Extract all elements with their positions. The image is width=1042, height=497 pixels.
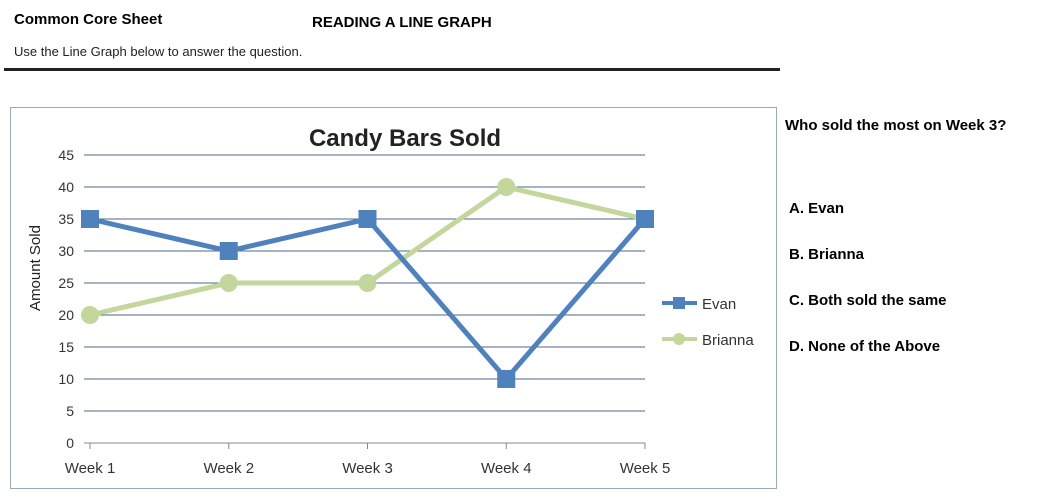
evan-point [636,210,654,228]
chart-title: Candy Bars Sold [309,125,501,152]
legend-marker [673,333,685,345]
evan-point [497,370,516,388]
evan-point [219,242,238,260]
y-tick-label: 40 [58,179,74,195]
y-tick-label: 0 [66,435,74,451]
x-tick-label: Week 1 [65,460,116,477]
y-tick-label: 10 [58,371,74,387]
y-tick-label: 15 [58,339,74,355]
evan-line [89,216,647,383]
legend-marker [673,297,685,309]
y-tick-label: 5 [66,403,74,419]
evan-point [81,210,99,228]
option-a[interactable]: A. Evan [789,200,845,217]
option-b[interactable]: B. Brianna [789,246,865,263]
worksheet-title: READING A LINE GRAPH [312,14,492,31]
option-d[interactable]: D. None of the Above [789,338,941,355]
evan-point [358,210,377,228]
y-axis-label: Amount Sold [27,225,44,311]
chart-frame [10,107,777,489]
x-tick-label: Week 3 [342,460,393,477]
legend-label: Evan [702,296,736,313]
brianna-point [497,178,516,196]
instructions: Use the Line Graph below to answer the q… [14,44,303,59]
y-tick-label: 30 [58,243,74,259]
x-tick-label: Week 4 [481,460,532,477]
y-tick-label: 25 [58,275,74,291]
question-text: Who sold the most on Week 3? [785,117,1007,134]
brianna-point [219,274,238,292]
y-tick-label: 45 [58,147,74,163]
divider [4,68,780,71]
x-tick-label: Week 2 [203,460,254,477]
legend-label: Brianna [702,332,754,349]
brianna-point [358,274,377,292]
y-tick-label: 20 [58,307,74,323]
sheet-label: Common Core Sheet [14,11,163,28]
y-tick-label: 35 [58,211,74,227]
brianna-point [81,306,99,324]
option-c[interactable]: C. Both sold the same [789,292,947,309]
x-tick-label: Week 5 [620,460,671,477]
